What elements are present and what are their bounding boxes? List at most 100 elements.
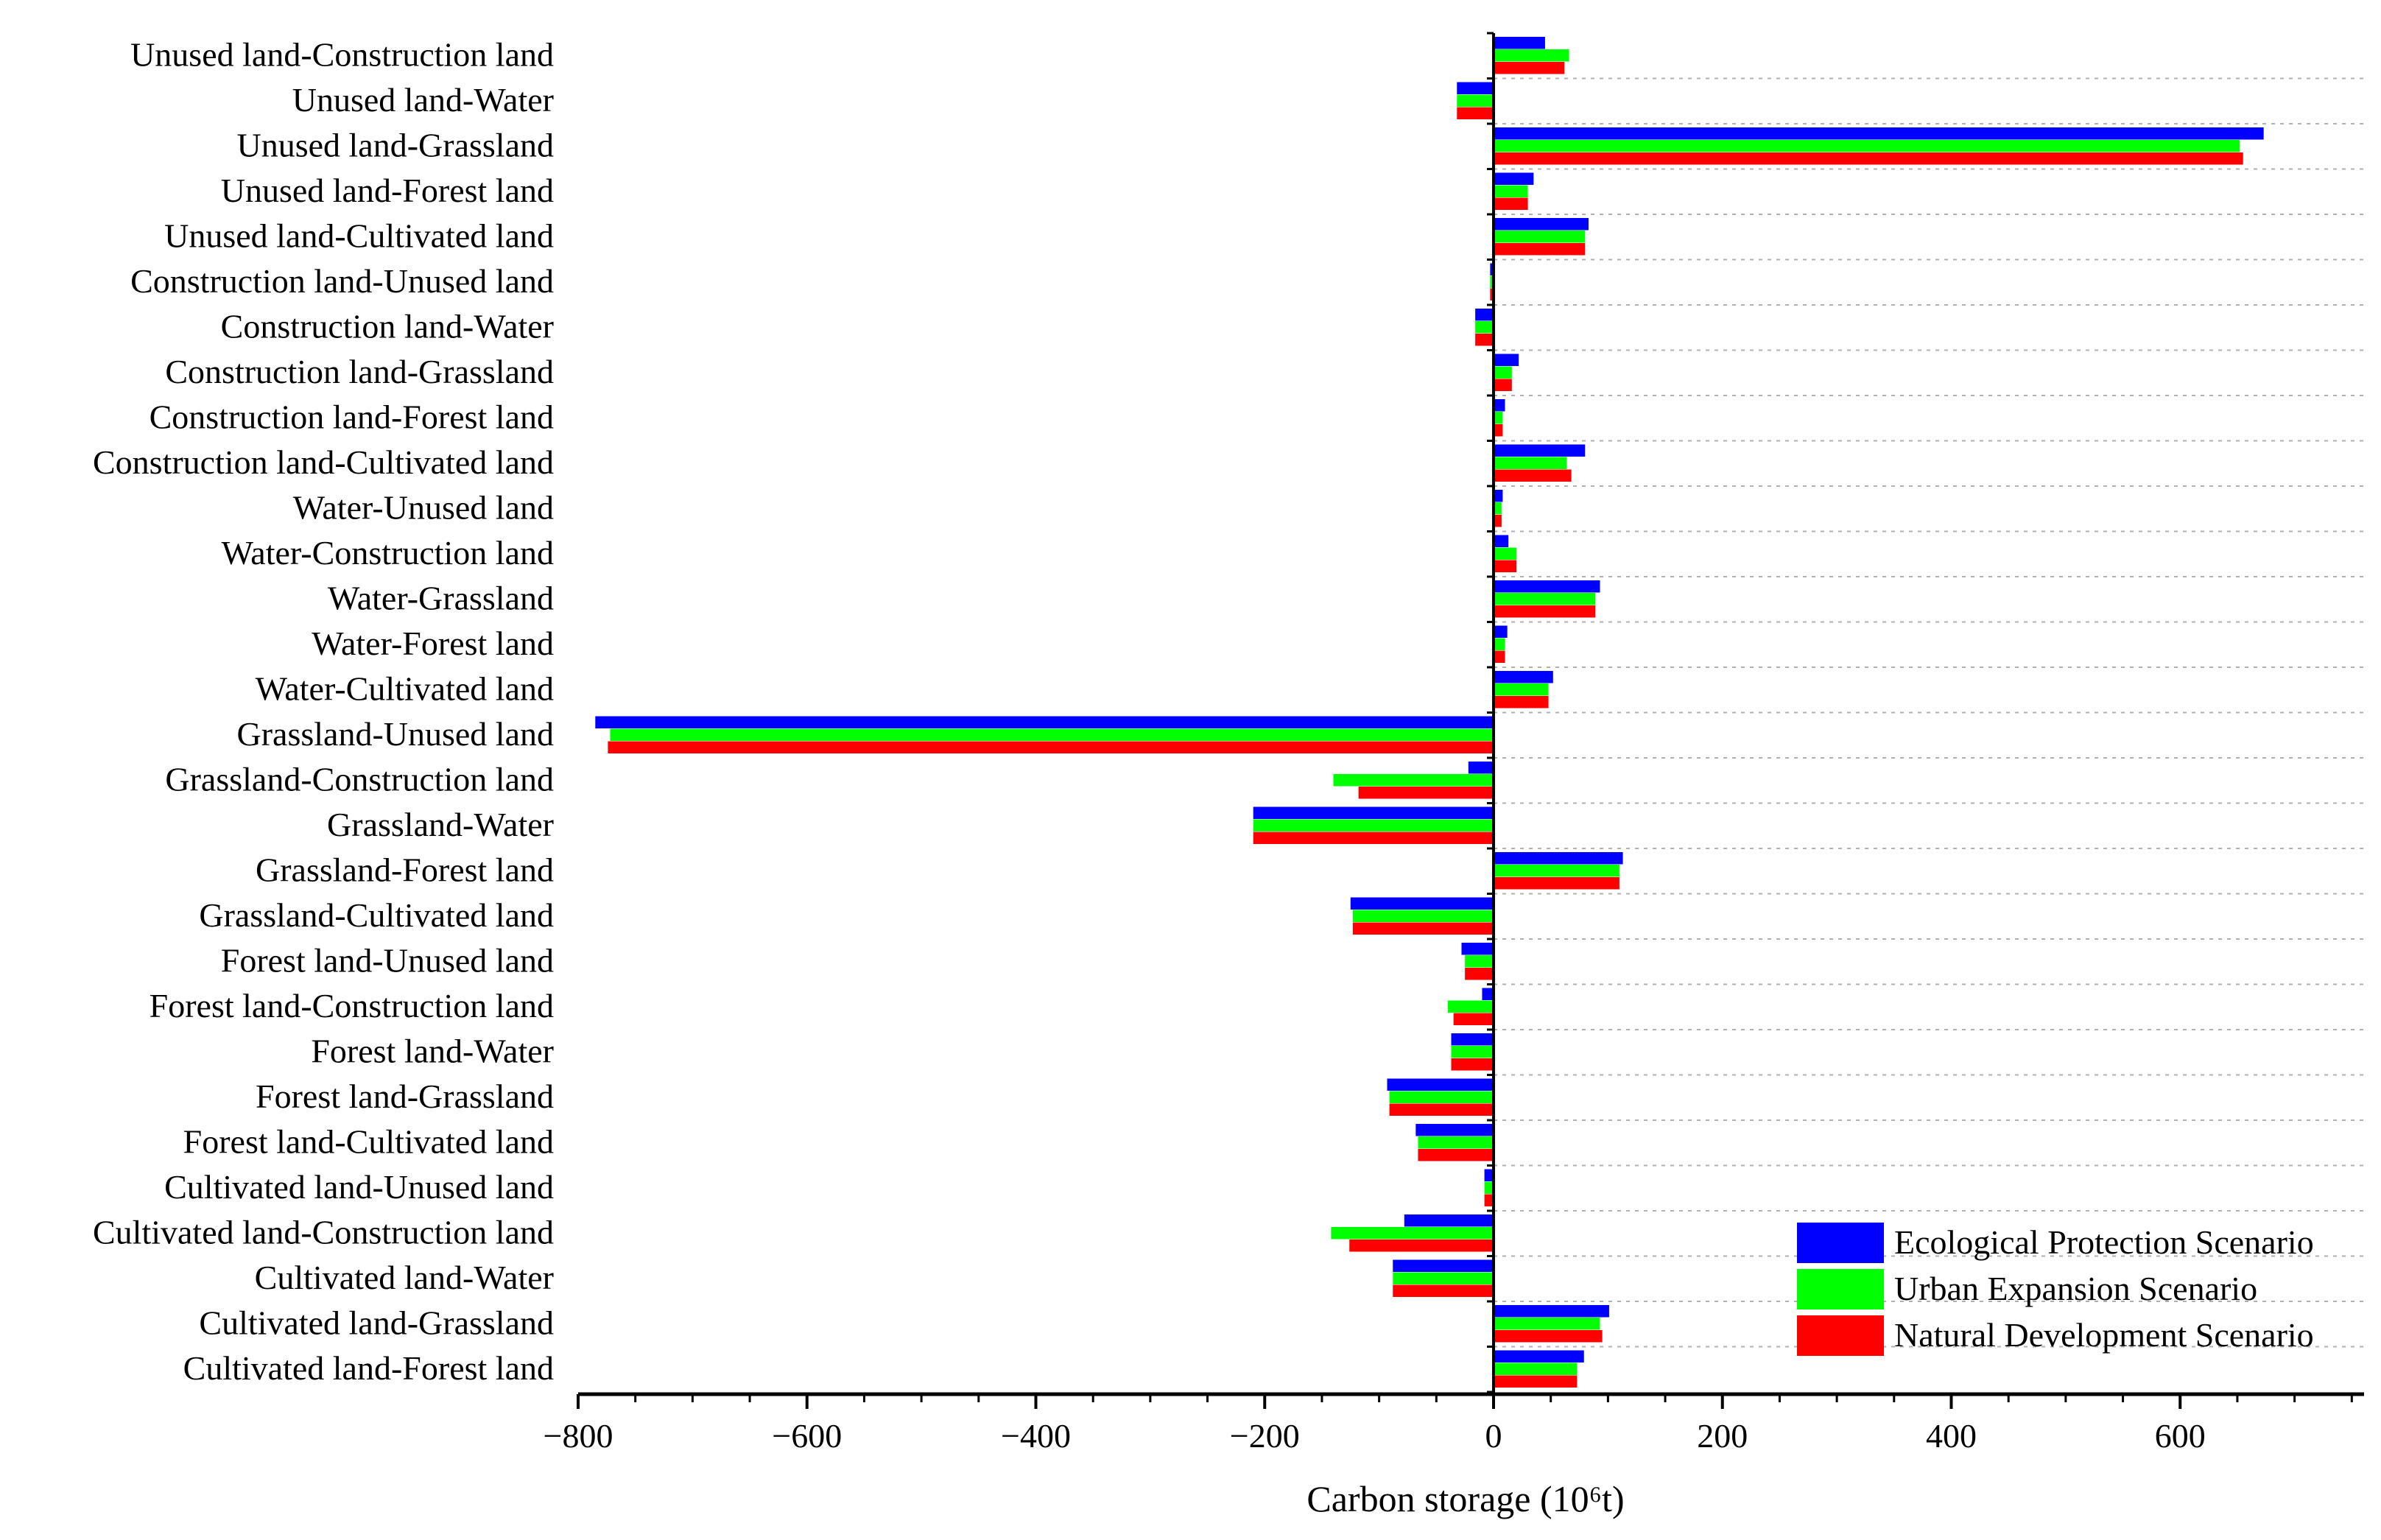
legend-swatch-3 [1797, 1315, 1884, 1356]
bar-1-24 [1387, 1078, 1494, 1091]
bar-2-10 [1494, 457, 1567, 469]
bar-3-3 [1494, 152, 2243, 165]
x-tick-label: 600 [2155, 1417, 2206, 1455]
legend-swatch-2 [1797, 1269, 1884, 1309]
x-tick-label: −400 [1001, 1417, 1071, 1455]
bar-3-20 [1352, 922, 1494, 935]
bar-2-29 [1494, 1318, 1600, 1330]
bar-3-28 [1393, 1284, 1494, 1297]
x-axis-title: Carbon storage (10⁶t) [1306, 1478, 1624, 1519]
bar-1-30 [1494, 1350, 1584, 1363]
bar-1-4 [1494, 172, 1534, 185]
bar-2-7 [1475, 321, 1494, 334]
category-label: Grassland-Cultivated land [199, 896, 554, 934]
bar-1-5 [1494, 218, 1589, 231]
category-label: Water-Grassland [328, 580, 554, 617]
category-label: Cultivated land-Water [255, 1259, 554, 1296]
bar-1-29 [1494, 1305, 1609, 1318]
category-label: Unused land-Grassland [236, 127, 554, 164]
bar-3-17 [1358, 787, 1494, 799]
bar-2-2 [1457, 94, 1494, 107]
legend-label-3: Natural Development Scenario [1894, 1316, 2314, 1354]
bar-3-25 [1418, 1149, 1494, 1161]
bar-2-21 [1465, 955, 1494, 968]
bar-2-18 [1253, 819, 1494, 831]
bar-1-15 [1494, 671, 1553, 683]
bar-2-24 [1389, 1091, 1494, 1103]
bar-3-1 [1494, 62, 1565, 74]
category-label: Water-Forest land [312, 625, 554, 662]
bar-2-22 [1447, 1000, 1494, 1013]
bar-3-26 [1484, 1194, 1494, 1206]
category-label: Construction land-Cultivated land [93, 443, 554, 481]
category-label: Cultivated land-Construction land [93, 1214, 554, 1251]
x-axis-title-unit: (10⁶t) [1540, 1478, 1625, 1519]
category-label: Construction land-Forest land [150, 398, 554, 436]
category-label: Construction land-Grassland [165, 353, 554, 390]
bar-1-11 [1494, 490, 1503, 502]
category-label: Unused land-Construction land [130, 36, 554, 74]
bar-3-2 [1457, 107, 1494, 119]
category-label: Water-Unused land [293, 489, 554, 527]
bar-layer [595, 37, 2264, 1388]
category-label: Grassland-Forest land [256, 851, 554, 889]
bar-3-22 [1453, 1013, 1494, 1025]
category-label: Grassland-Water [327, 806, 554, 843]
bar-1-12 [1494, 535, 1509, 547]
bar-2-30 [1494, 1363, 1578, 1375]
bar-1-21 [1461, 943, 1494, 955]
bar-2-3 [1494, 140, 2240, 152]
x-axis-title-text: Carbon storage [1306, 1478, 1530, 1519]
bar-3-14 [1494, 650, 1505, 663]
bar-3-12 [1494, 560, 1517, 572]
bar-1-28 [1393, 1259, 1494, 1272]
bar-1-26 [1484, 1169, 1494, 1181]
category-label: Grassland-Construction land [165, 761, 554, 798]
grid-layer [1494, 77, 2364, 1348]
bar-2-16 [610, 728, 1494, 741]
bar-2-9 [1494, 412, 1503, 424]
category-label: Forest land-Construction land [150, 987, 554, 1024]
x-tick-label: 0 [1485, 1417, 1502, 1455]
bar-2-17 [1333, 774, 1494, 787]
bar-2-12 [1494, 547, 1517, 560]
x-tick-label: 200 [1697, 1417, 1748, 1455]
x-tick-label: −600 [772, 1417, 842, 1455]
bar-3-24 [1389, 1103, 1494, 1116]
bar-1-7 [1475, 309, 1494, 321]
category-label: Unused land-Cultivated land [164, 217, 554, 255]
bar-1-25 [1415, 1124, 1494, 1136]
category-label: Forest land-Unused land [221, 942, 554, 980]
bar-2-26 [1484, 1181, 1494, 1194]
bar-2-15 [1494, 683, 1549, 696]
bar-1-17 [1468, 762, 1494, 774]
legend: Ecological Protection Scenario Urban Expa… [1797, 1223, 2314, 1356]
bar-3-23 [1451, 1058, 1494, 1071]
axis-layer [577, 32, 2364, 1409]
category-label: Construction land-Unused land [130, 262, 554, 300]
category-label: Cultivated land-Grassland [199, 1304, 554, 1342]
bar-1-16 [595, 716, 1494, 728]
bar-3-13 [1494, 605, 1596, 618]
category-label: Unused land-Water [292, 81, 554, 119]
legend-label-2: Urban Expansion Scenario [1894, 1270, 2257, 1307]
bar-2-14 [1494, 638, 1505, 650]
category-label: Unused land-Forest land [221, 172, 554, 209]
bar-1-10 [1494, 444, 1586, 457]
bar-2-20 [1352, 910, 1494, 922]
bar-3-8 [1494, 379, 1512, 391]
bar-2-6 [1490, 275, 1494, 288]
bar-3-9 [1494, 424, 1503, 437]
bar-1-1 [1494, 37, 1545, 49]
bar-3-7 [1475, 334, 1494, 346]
category-label: Water-Cultivated land [256, 670, 554, 708]
bar-3-30 [1494, 1375, 1578, 1388]
bar-2-5 [1494, 231, 1586, 243]
bar-2-23 [1451, 1046, 1494, 1058]
bar-3-18 [1253, 831, 1494, 844]
bar-1-20 [1350, 897, 1494, 910]
category-label: Forest land-Grassland [256, 1077, 554, 1115]
bar-2-28 [1393, 1272, 1494, 1284]
bar-3-6 [1490, 288, 1494, 300]
bar-2-11 [1494, 502, 1502, 515]
